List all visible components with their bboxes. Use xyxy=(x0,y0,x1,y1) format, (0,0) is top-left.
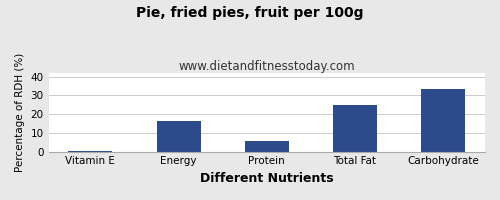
Bar xyxy=(421,89,465,152)
Text: Pie, fried pies, fruit per 100g: Pie, fried pies, fruit per 100g xyxy=(136,6,364,20)
Bar xyxy=(333,105,377,152)
X-axis label: Different Nutrients: Different Nutrients xyxy=(200,172,334,185)
Title: www.dietandfitnesstoday.com: www.dietandfitnesstoday.com xyxy=(178,60,355,73)
Bar xyxy=(156,121,200,152)
Bar xyxy=(68,151,112,152)
Y-axis label: Percentage of RDH (%): Percentage of RDH (%) xyxy=(15,53,25,172)
Bar xyxy=(244,141,289,152)
